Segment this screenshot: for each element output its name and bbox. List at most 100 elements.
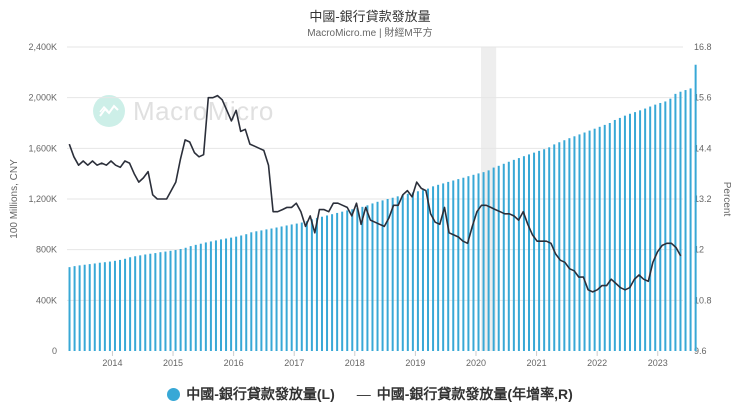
bar[interactable] bbox=[119, 259, 122, 351]
bar[interactable] bbox=[250, 232, 253, 351]
bar[interactable] bbox=[270, 228, 273, 351]
bar[interactable] bbox=[129, 257, 132, 351]
bar[interactable] bbox=[174, 250, 177, 351]
bar[interactable] bbox=[310, 219, 313, 351]
bar[interactable] bbox=[634, 112, 637, 352]
bar[interactable] bbox=[543, 149, 546, 351]
bar[interactable] bbox=[497, 165, 500, 351]
bar[interactable] bbox=[184, 247, 187, 351]
bar[interactable] bbox=[492, 167, 495, 351]
bar[interactable] bbox=[300, 222, 303, 351]
bar[interactable] bbox=[331, 214, 334, 351]
bar[interactable] bbox=[103, 262, 106, 351]
bar[interactable] bbox=[452, 180, 455, 351]
bar[interactable] bbox=[401, 195, 404, 351]
bar[interactable] bbox=[230, 237, 233, 351]
bar[interactable] bbox=[124, 258, 127, 351]
bar[interactable] bbox=[487, 170, 490, 351]
bar[interactable] bbox=[275, 227, 278, 352]
bar[interactable] bbox=[376, 201, 379, 351]
bar[interactable] bbox=[669, 98, 672, 352]
bar[interactable] bbox=[78, 265, 81, 351]
bar[interactable] bbox=[83, 264, 86, 351]
bar[interactable] bbox=[88, 264, 91, 351]
bar[interactable] bbox=[598, 126, 601, 351]
bar[interactable] bbox=[623, 115, 626, 351]
bar[interactable] bbox=[214, 240, 217, 351]
bar[interactable] bbox=[204, 242, 207, 351]
bar[interactable] bbox=[295, 223, 298, 351]
bar[interactable] bbox=[134, 256, 137, 351]
bar[interactable] bbox=[73, 266, 76, 351]
bar[interactable] bbox=[659, 102, 662, 351]
bar[interactable] bbox=[462, 177, 465, 351]
bar[interactable] bbox=[225, 238, 228, 351]
bar[interactable] bbox=[416, 191, 419, 351]
bar[interactable] bbox=[442, 183, 445, 351]
bar[interactable] bbox=[280, 226, 283, 351]
bar[interactable] bbox=[93, 263, 96, 351]
bar[interactable] bbox=[290, 224, 293, 351]
bar[interactable] bbox=[437, 184, 440, 351]
bar[interactable] bbox=[447, 181, 450, 351]
bar[interactable] bbox=[578, 134, 581, 351]
bar[interactable] bbox=[396, 196, 399, 351]
bar[interactable] bbox=[618, 117, 621, 351]
bar[interactable] bbox=[568, 138, 571, 351]
bar[interactable] bbox=[149, 253, 152, 351]
bar[interactable] bbox=[356, 208, 359, 351]
bar[interactable] bbox=[654, 104, 657, 351]
bar[interactable] bbox=[512, 159, 515, 351]
bar[interactable] bbox=[245, 234, 248, 351]
bar[interactable] bbox=[305, 221, 308, 351]
bar[interactable] bbox=[154, 253, 157, 351]
bar[interactable] bbox=[209, 241, 212, 351]
bar[interactable] bbox=[563, 140, 566, 351]
bar[interactable] bbox=[639, 110, 642, 351]
bar[interactable] bbox=[159, 252, 162, 351]
bar[interactable] bbox=[644, 108, 647, 351]
bar[interactable] bbox=[533, 152, 536, 351]
bar[interactable] bbox=[285, 225, 288, 351]
legend-item-loan-amount[interactable]: 中國-銀行貸款發放量(L) bbox=[167, 384, 335, 404]
bar[interactable] bbox=[583, 132, 586, 352]
bar[interactable] bbox=[472, 174, 475, 351]
bar[interactable] bbox=[341, 211, 344, 351]
bar[interactable] bbox=[427, 188, 430, 351]
bar[interactable] bbox=[386, 199, 389, 351]
bar[interactable] bbox=[199, 243, 202, 351]
bar[interactable] bbox=[391, 197, 394, 351]
bar[interactable] bbox=[482, 172, 485, 351]
bar[interactable] bbox=[421, 190, 424, 351]
bar[interactable] bbox=[664, 101, 667, 351]
bar[interactable] bbox=[98, 262, 101, 351]
bar[interactable] bbox=[68, 267, 71, 351]
bar[interactable] bbox=[679, 91, 682, 352]
bar[interactable] bbox=[255, 231, 258, 351]
bar[interactable] bbox=[694, 64, 697, 351]
bar[interactable] bbox=[689, 88, 692, 352]
bar[interactable] bbox=[517, 158, 520, 351]
bar[interactable] bbox=[235, 236, 238, 351]
bar[interactable] bbox=[608, 123, 611, 351]
bar[interactable] bbox=[326, 215, 329, 351]
bar[interactable] bbox=[240, 235, 243, 351]
legend-item-loan-yoy[interactable]: — 中國-銀行貸款發放量(年增率,R) bbox=[357, 384, 573, 404]
bar[interactable] bbox=[381, 200, 384, 351]
bar[interactable] bbox=[361, 206, 364, 351]
bar[interactable] bbox=[179, 249, 182, 351]
bar[interactable] bbox=[684, 90, 687, 352]
bar[interactable] bbox=[507, 161, 510, 351]
bar[interactable] bbox=[139, 255, 142, 351]
bar[interactable] bbox=[366, 205, 369, 351]
bar[interactable] bbox=[538, 150, 541, 351]
bar[interactable] bbox=[573, 136, 576, 351]
bar[interactable] bbox=[113, 260, 116, 351]
bar[interactable] bbox=[588, 130, 591, 351]
bar[interactable] bbox=[260, 230, 263, 351]
bar[interactable] bbox=[169, 250, 172, 351]
bar[interactable] bbox=[406, 193, 409, 351]
bar[interactable] bbox=[220, 239, 222, 351]
bar[interactable] bbox=[628, 113, 631, 352]
bar[interactable] bbox=[457, 179, 460, 351]
